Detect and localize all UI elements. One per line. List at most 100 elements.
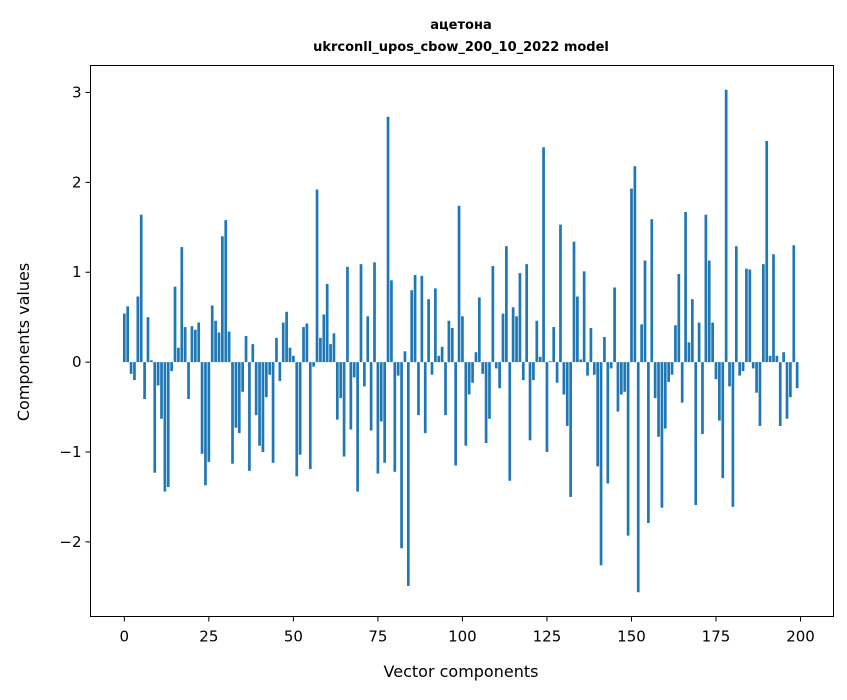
bar-62	[332, 333, 336, 363]
bar-125	[545, 362, 549, 453]
bar-3	[133, 362, 136, 381]
bar-159	[660, 362, 664, 508]
bar-44	[271, 362, 275, 463]
bar-170	[697, 322, 701, 363]
bar-106	[481, 362, 485, 374]
bar-35	[241, 362, 245, 392]
bar-112	[501, 313, 505, 363]
bar-65	[342, 362, 346, 457]
bar-49	[288, 347, 292, 363]
bar-66	[346, 266, 349, 363]
bar-191	[768, 355, 772, 363]
bar-113	[505, 246, 508, 363]
bar-84	[406, 362, 410, 586]
bar-144	[609, 362, 613, 369]
bar-37	[248, 362, 251, 471]
bar-124	[542, 147, 545, 363]
bar-24	[204, 362, 207, 486]
bar-52	[298, 362, 302, 455]
bar-46	[278, 362, 282, 381]
bar-189	[761, 264, 765, 363]
bar-45	[275, 337, 278, 363]
bar-33	[234, 362, 238, 428]
bar-101	[464, 362, 468, 446]
bar-5	[139, 214, 143, 363]
bar-67	[349, 362, 353, 430]
bar-59	[322, 314, 326, 363]
bar-154	[643, 260, 647, 363]
y-tick-label: 3	[72, 83, 82, 101]
bar-114	[508, 362, 512, 481]
bar-153	[640, 324, 643, 363]
x-tick-label: 50	[284, 628, 303, 646]
bar-23	[200, 362, 204, 454]
bar-146	[616, 362, 620, 412]
bar-48	[285, 311, 288, 363]
bar-130	[562, 362, 566, 395]
bar-100	[461, 316, 464, 363]
bar-145	[613, 287, 616, 363]
bar-9	[153, 362, 157, 473]
bar-173	[707, 260, 711, 363]
bars-group	[122, 89, 799, 593]
bar-116	[515, 316, 518, 363]
bar-183	[741, 362, 745, 372]
bar-198	[792, 245, 796, 363]
bar-14	[170, 362, 173, 372]
bar-55	[308, 362, 312, 470]
bar-34	[237, 362, 241, 434]
bar-75	[376, 362, 380, 474]
bar-95	[444, 362, 447, 416]
bar-185	[748, 269, 752, 363]
bar-12	[163, 362, 167, 492]
bar-93	[437, 355, 441, 363]
bar-129	[559, 224, 562, 363]
x-tick-label: 100	[448, 628, 477, 646]
bar-28	[217, 332, 221, 363]
bar-42	[264, 362, 268, 398]
bar-20	[190, 326, 194, 363]
bar-127	[552, 327, 556, 363]
bar-89	[423, 362, 427, 434]
x-axis-label: Vector components	[384, 662, 539, 681]
bar-186	[751, 362, 755, 369]
bar-128	[555, 362, 559, 383]
bar-26	[210, 305, 214, 363]
bar-50	[292, 355, 295, 363]
bar-157	[653, 362, 657, 399]
y-tick-label: 0	[72, 353, 82, 371]
bar-138	[589, 327, 593, 363]
bar-121	[532, 362, 535, 381]
bar-17	[180, 247, 184, 363]
bar-61	[329, 344, 332, 363]
bar-0	[122, 313, 126, 363]
bar-171	[701, 362, 704, 435]
bar-162	[670, 362, 674, 375]
bar-39	[254, 362, 258, 416]
bar-10	[156, 362, 160, 386]
chart-title-line-1: ацетона	[430, 18, 491, 33]
bar-15	[173, 286, 177, 363]
bar-29	[221, 236, 224, 363]
bar-70	[359, 264, 363, 363]
bar-164	[677, 274, 681, 363]
bar-136	[582, 271, 586, 363]
bar-141	[599, 362, 603, 566]
bar-177	[721, 362, 725, 479]
bar-25	[207, 362, 211, 462]
bar-181	[734, 246, 738, 363]
y-axis-ticks: −2 −1 0 1 2 3	[59, 83, 91, 551]
bar-51	[295, 362, 299, 477]
bar-134	[576, 296, 579, 363]
bar-47	[281, 322, 285, 363]
bar-104	[474, 352, 478, 363]
bar-86	[413, 274, 417, 363]
bar-172	[704, 214, 708, 363]
y-tick-label: 1	[72, 263, 82, 281]
bar-78	[386, 116, 390, 363]
y-tick-label: 2	[72, 173, 82, 191]
bar-71	[363, 362, 366, 387]
bar-140	[596, 362, 600, 467]
bar-99	[457, 205, 461, 363]
bar-176	[718, 362, 721, 421]
